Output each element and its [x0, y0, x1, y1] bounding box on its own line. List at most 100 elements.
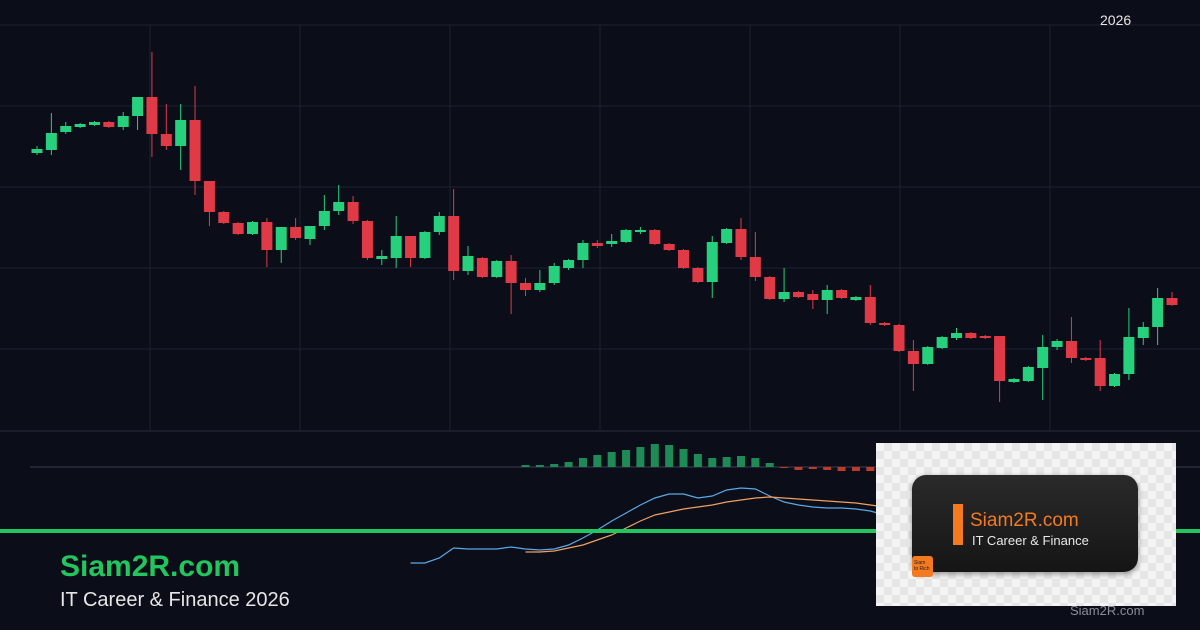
candle-body	[907, 351, 919, 364]
histogram-bar	[679, 449, 688, 467]
icon-text: to Rich	[914, 566, 930, 572]
candle-body	[1137, 327, 1149, 338]
candle-body	[405, 236, 417, 258]
candle-body	[31, 149, 43, 153]
candle-body	[893, 325, 905, 351]
histogram-bar	[550, 464, 559, 467]
histogram-bar	[751, 458, 760, 467]
candle-body	[290, 227, 302, 238]
candle-body	[1094, 358, 1106, 386]
candle-body	[390, 236, 402, 258]
logo-subtitle: IT Career & Finance	[972, 533, 1089, 548]
candle-body	[706, 242, 718, 282]
candle-body	[591, 243, 603, 246]
candle-body	[376, 256, 388, 259]
candle-body	[203, 181, 215, 212]
candle-body	[879, 323, 891, 325]
histogram-bar	[851, 467, 860, 471]
candle-body	[692, 268, 704, 282]
candle-body	[735, 229, 747, 257]
histogram-bar	[823, 467, 832, 470]
candle-body	[160, 134, 172, 146]
candle-body	[606, 241, 618, 244]
candle-body	[476, 258, 488, 277]
logo-icon: Siam to Rich	[912, 556, 933, 577]
candle-body	[807, 294, 819, 300]
histogram-bar	[564, 462, 573, 467]
candle-body	[1109, 374, 1121, 386]
indicator-line	[410, 487, 885, 564]
histogram-bar	[693, 454, 702, 467]
histogram-bar	[578, 458, 587, 467]
year-label: 2026	[1100, 12, 1132, 28]
candle-body	[419, 232, 431, 258]
histogram-bar	[650, 444, 659, 467]
candle-body	[1080, 358, 1092, 360]
candle-body	[864, 297, 876, 323]
candle-body	[45, 133, 57, 150]
candle-body	[519, 283, 531, 290]
candle-body	[634, 230, 646, 232]
logo-title: Siam2R.com	[970, 510, 1079, 531]
candle-body	[836, 290, 848, 298]
candle-body	[792, 292, 804, 297]
histogram-bar	[780, 467, 789, 468]
candle-body	[979, 336, 991, 338]
histogram-bar	[722, 457, 731, 467]
histogram-bar	[837, 467, 846, 471]
candle-body	[721, 229, 733, 243]
candle-body	[247, 222, 259, 234]
candle-body	[965, 333, 977, 338]
histogram-bar	[765, 463, 774, 467]
candle-body	[922, 347, 934, 364]
candle-body	[620, 230, 632, 242]
candle-body	[117, 116, 129, 127]
histogram-bar	[665, 445, 674, 467]
histogram-bar	[607, 452, 616, 467]
candle-body	[950, 333, 962, 338]
histogram-bar	[736, 456, 745, 467]
candle-body	[146, 97, 158, 134]
candle-body	[1065, 341, 1077, 358]
candle-body	[132, 97, 144, 116]
histogram-bar	[521, 465, 530, 467]
icon-text: Siam	[914, 560, 926, 566]
candle-body	[1022, 367, 1034, 381]
plot-area	[31, 52, 1178, 564]
candle-body	[491, 261, 503, 277]
brand-subtitle: IT Career & Finance 2026	[60, 589, 290, 611]
candle-body	[462, 256, 474, 271]
histogram-bar	[708, 458, 717, 467]
candle-body	[821, 290, 833, 300]
candle-body	[1008, 379, 1020, 382]
candle-body	[678, 250, 690, 268]
candle-body	[764, 277, 776, 299]
candle-body	[936, 337, 948, 348]
candle-body	[275, 227, 287, 250]
candle-body	[175, 120, 187, 146]
candle-body	[448, 216, 460, 271]
candle-body	[218, 212, 230, 223]
histogram-bar	[622, 450, 631, 467]
candle-body	[232, 223, 244, 234]
histogram-bar	[808, 467, 817, 469]
candle-body	[1123, 337, 1135, 374]
histogram-bar	[866, 467, 875, 471]
candle-body	[1051, 341, 1063, 347]
accent-line	[0, 529, 1200, 533]
candle-body	[548, 266, 560, 283]
histogram-bar	[794, 467, 803, 470]
candle-body	[433, 216, 445, 232]
candle-body	[563, 260, 575, 268]
candle-body	[333, 202, 345, 211]
candle-body	[261, 222, 273, 250]
candle-body	[361, 221, 373, 258]
candle-body	[994, 336, 1006, 381]
histogram-bar	[535, 465, 544, 467]
candle-body	[1037, 347, 1049, 368]
footer-text: Siam2R.com	[1070, 603, 1145, 618]
histogram-bar	[593, 455, 602, 467]
candle-body	[778, 292, 790, 299]
candle-body	[663, 244, 675, 250]
